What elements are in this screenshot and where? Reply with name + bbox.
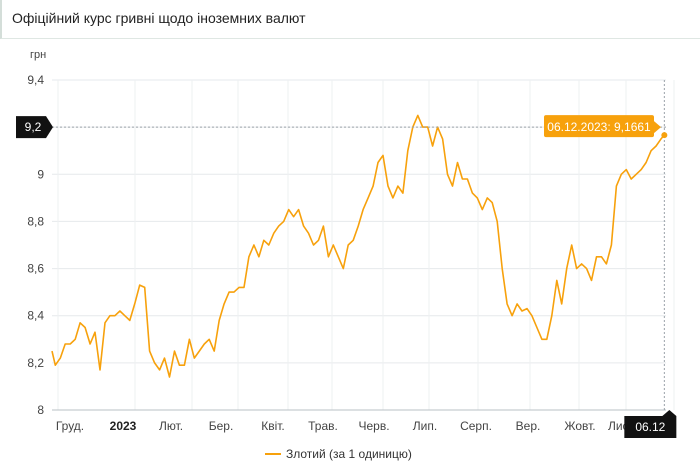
series-line-group: [51, 114, 665, 378]
y-tick-label: 8,4: [27, 309, 44, 323]
x-tick-label: Жовт.: [564, 419, 595, 433]
y-tick-label: 8,8: [27, 214, 44, 228]
x-tick-label: 2023: [110, 419, 137, 433]
x-tick-label: Трав.: [308, 419, 338, 433]
y-axis-unit: грн: [30, 49, 46, 61]
x-tick-label: Бер.: [209, 419, 234, 433]
y-tick-label: 8,6: [27, 262, 44, 276]
x-tick-label: Груд.: [56, 419, 84, 433]
x-crosshair-badge: 06.12: [624, 410, 677, 438]
y-tick-label: 8,2: [27, 356, 44, 370]
legend-label[interactable]: Злотий (за 1 одиницю): [286, 447, 412, 461]
page-header: Офіційний курс гривні щодо іноземних вал…: [0, 0, 700, 39]
page-title: Офіційний курс гривні щодо іноземних вал…: [12, 10, 306, 26]
x-tick-label: Лип.: [413, 419, 437, 433]
hover-point[interactable]: [661, 132, 668, 139]
x-tick-label: Квіт.: [261, 419, 285, 433]
y-tick-label: 8: [37, 403, 44, 417]
x-tick-label: Черв.: [358, 419, 389, 433]
y-crosshair-label: 9,2: [25, 120, 42, 134]
x-tick-label: Серп.: [460, 419, 492, 433]
legend[interactable]: Злотий (за 1 одиницю): [265, 447, 412, 461]
tooltip: 06.12.2023: 9,1661: [544, 115, 661, 138]
x-crosshair-label: 06.12: [635, 420, 665, 434]
x-tick-label: Вер.: [516, 419, 541, 433]
y-crosshair-badge: 9,2: [16, 116, 53, 139]
tooltip-text: 06.12.2023: 9,1661: [547, 120, 651, 134]
series-line[interactable]: [51, 114, 665, 378]
x-tick-label: Лют.: [159, 419, 183, 433]
line-chart: 8 8,2 8,4 8,6 8,8 9 9,2 9,4 грн Груд. 2023 Лют. Бе…: [16, 49, 677, 461]
grid: [52, 79, 675, 410]
crosshair: 9,2 06.12 06.12.2023: 9,1661: [16, 80, 677, 438]
x-axis-labels: Груд. 2023 Лют. Бер. Квіт. Трав. Черв. Лип. Серп…: [56, 419, 636, 433]
y-tick-label: 9: [37, 167, 44, 181]
y-tick-label: 9,4: [27, 73, 44, 87]
